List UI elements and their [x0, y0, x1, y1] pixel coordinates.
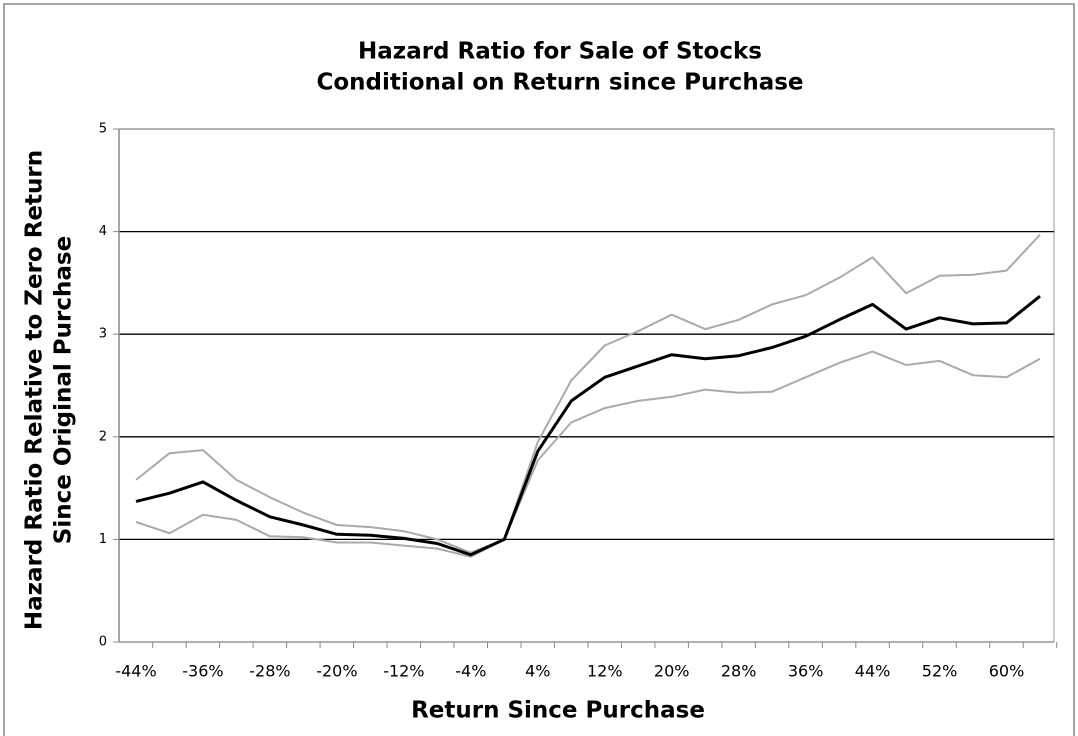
y-tick-label: 2 [99, 429, 107, 444]
y-tick-label: 0 [99, 635, 107, 650]
chart-frame [3, 3, 1075, 736]
x-tick-label: 20% [654, 662, 690, 681]
y-tick-label: 4 [99, 224, 107, 239]
x-tick-label: -44% [115, 662, 156, 681]
x-tick-label: 28% [721, 662, 757, 681]
x-tick-label: -12% [383, 662, 424, 681]
line [135, 350, 1041, 558]
x-tick-label: 60% [989, 662, 1025, 681]
x-tick-label: 12% [587, 662, 623, 681]
x-tick-label: -20% [316, 662, 357, 681]
y-tick-label: 1 [99, 532, 107, 547]
x-tick-label: 4% [525, 662, 550, 681]
y-axis-title: Hazard Ratio Relative to Zero Return [22, 150, 48, 630]
y-tick-label: 3 [99, 327, 107, 342]
y-axis-title: Since Original Purchase [51, 236, 77, 544]
x-tick-label: 44% [855, 662, 891, 681]
line [135, 234, 1041, 554]
chart-title: Hazard Ratio for Sale of Stocks [358, 39, 762, 65]
x-tick-label: -28% [249, 662, 290, 681]
x-tick-label: 52% [922, 662, 958, 681]
x-axis-title: Return Since Purchase [411, 698, 705, 724]
chart-title: Conditional on Return since Purchase [316, 70, 803, 96]
x-tick-label: 36% [788, 662, 824, 681]
x-tick-label: -4% [455, 662, 486, 681]
y-tick-label: 5 [99, 122, 107, 137]
x-tick-label: -36% [182, 662, 223, 681]
line [135, 295, 1041, 557]
